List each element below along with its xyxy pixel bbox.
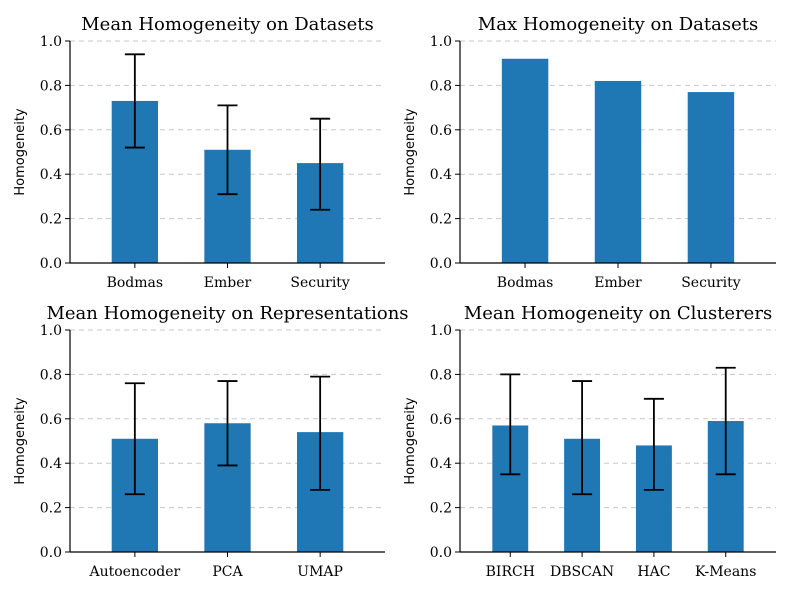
x-tick-label: DBSCAN bbox=[550, 564, 614, 580]
chart-title: Mean Homogeneity on Clusterers bbox=[464, 303, 772, 324]
y-tick-label: 1.0 bbox=[430, 323, 452, 339]
y-tick-label: 0.4 bbox=[430, 167, 452, 183]
bar-security bbox=[687, 92, 735, 263]
y-tick-label: 0.6 bbox=[40, 123, 62, 139]
x-tick-label: BIRCH bbox=[486, 564, 535, 580]
y-tick-label: 1.0 bbox=[40, 34, 62, 50]
y-tick-label: 0.8 bbox=[40, 367, 62, 383]
y-tick-label: 0.2 bbox=[430, 501, 452, 517]
x-tick-label: Security bbox=[290, 275, 350, 291]
bar-ember bbox=[594, 80, 642, 264]
x-tick-label: Autoencoder bbox=[89, 564, 181, 580]
panel-mean-representations: 0.0 0.2 0.4 0.6 0.8 1.0 Autoencoder PCA UMAP Mean… bbox=[13, 303, 409, 580]
x-tick-label: Ember bbox=[594, 275, 642, 291]
y-tick-label: 0.2 bbox=[430, 212, 452, 228]
y-tick-label: 0.0 bbox=[430, 545, 452, 561]
y-tick-label: 0.0 bbox=[40, 545, 62, 561]
y-tick-label: 0.2 bbox=[40, 501, 62, 517]
x-tick-label: K-Means bbox=[695, 564, 756, 580]
y-tick-label: 0.8 bbox=[40, 78, 62, 94]
y-axis-label: Homogeneity bbox=[403, 108, 418, 196]
chart-title: Max Homogeneity on Datasets bbox=[478, 14, 758, 35]
panel-max-datasets: 0.0 0.2 0.4 0.6 0.8 1.0 Bodmas Ember Security Max… bbox=[403, 14, 776, 291]
x-tick-label: HAC bbox=[637, 564, 670, 580]
y-tick-label: 0.6 bbox=[430, 123, 452, 139]
y-tick-label: 0.4 bbox=[40, 167, 62, 183]
y-axis-label: Homogeneity bbox=[403, 397, 418, 485]
x-tick-label: UMAP bbox=[297, 564, 343, 580]
panel-mean-clusterers: 0.0 0.2 0.4 0.6 0.8 1.0 BIRCH DBSCAN HAC K-Means M… bbox=[403, 303, 776, 580]
chart-title: Mean Homogeneity on Representations bbox=[46, 303, 408, 324]
y-tick-label: 0.2 bbox=[40, 212, 62, 228]
y-tick-label: 1.0 bbox=[430, 34, 452, 50]
x-tick-label: Security bbox=[681, 275, 741, 291]
y-tick-label: 0.0 bbox=[430, 256, 452, 272]
y-tick-label: 0.6 bbox=[40, 412, 62, 428]
y-tick-label: 0.4 bbox=[40, 456, 62, 472]
y-tick-label: 1.0 bbox=[40, 323, 62, 339]
y-tick-label: 0.4 bbox=[430, 456, 452, 472]
x-tick-label: PCA bbox=[212, 564, 243, 580]
x-tick-label: Bodmas bbox=[107, 275, 164, 291]
chart-title: Mean Homogeneity on Datasets bbox=[81, 14, 374, 35]
y-tick-label: 0.8 bbox=[430, 78, 452, 94]
y-axis-label: Homogeneity bbox=[13, 108, 28, 196]
y-tick-label: 0.6 bbox=[430, 412, 452, 428]
x-tick-label: Bodmas bbox=[497, 275, 554, 291]
x-tick-label: Ember bbox=[204, 275, 252, 291]
bar-bodmas bbox=[501, 58, 549, 264]
y-tick-label: 0.0 bbox=[40, 256, 62, 272]
y-axis-label: Homogeneity bbox=[13, 397, 28, 485]
y-tick-label: 0.8 bbox=[430, 367, 452, 383]
panel-mean-datasets: 0.0 0.2 0.4 0.6 0.8 1.0 Bodmas Ember Security Mea… bbox=[13, 14, 385, 291]
